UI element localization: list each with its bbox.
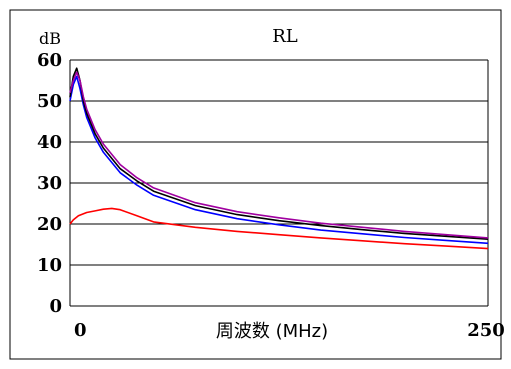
x-tick-labels: 0 250 xyxy=(74,320,505,341)
x-tick-label-250: 250 xyxy=(467,320,505,341)
x-axis-label: 周波数 (MHz) xyxy=(216,321,328,342)
y-tick-label-0: 0 xyxy=(49,296,62,317)
y-tick-label-30: 30 xyxy=(37,173,62,194)
series-line-2 xyxy=(69,75,489,245)
y-axis-unit: dB xyxy=(39,29,61,48)
series-lines xyxy=(69,67,489,250)
series-line-1 xyxy=(69,207,489,250)
y-tick-labels: 0 10 20 30 40 50 60 xyxy=(37,50,62,317)
y-tick-label-60: 60 xyxy=(37,50,62,71)
y-tick-label-40: 40 xyxy=(37,132,62,153)
chart-title: RL xyxy=(272,26,298,47)
y-tick-label-20: 20 xyxy=(37,214,62,235)
y-tick-label-10: 10 xyxy=(37,255,62,276)
x-tick-label-0: 0 xyxy=(74,320,87,341)
y-tick-label-50: 50 xyxy=(37,91,62,112)
series-line-4 xyxy=(69,71,489,239)
chart-border xyxy=(9,9,502,360)
